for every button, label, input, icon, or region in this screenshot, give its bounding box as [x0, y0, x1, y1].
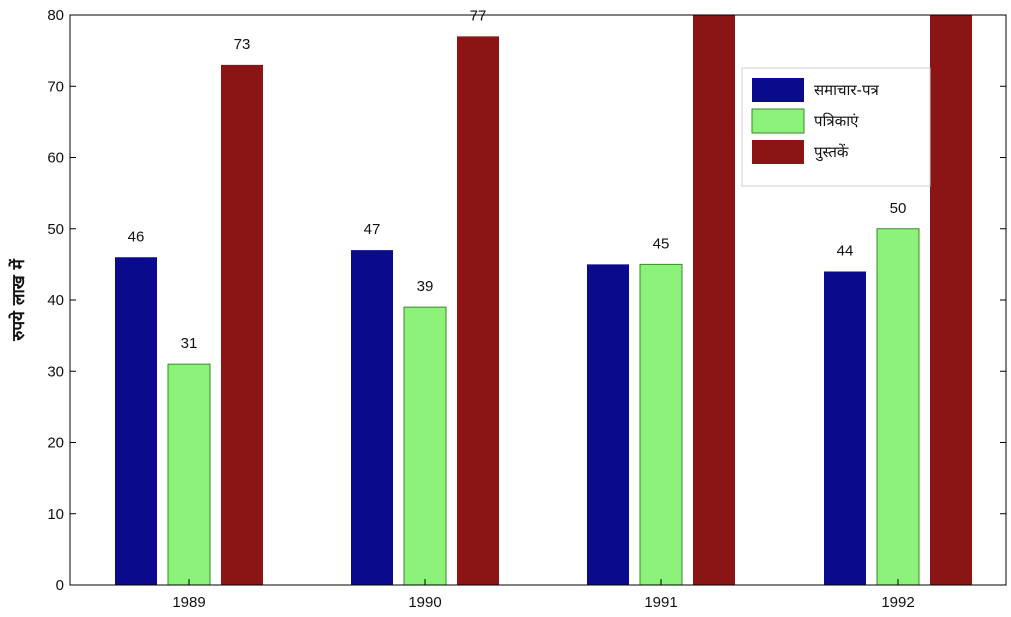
- bar-books-1989: [221, 64, 263, 585]
- y-tick-label: 0: [56, 577, 64, 594]
- bar-newspapers-1990: [351, 250, 393, 585]
- bar-magazines-1989: [167, 363, 211, 586]
- data-label-magazines-1990: 39: [417, 278, 434, 295]
- data-label-newspapers-1989: 46: [128, 228, 145, 245]
- bar-magazines-1990: [403, 306, 447, 586]
- legend-swatch-newspapers: [752, 78, 804, 102]
- legend-label-magazines: पत्रिकाएं: [814, 112, 859, 130]
- x-tick-label: 1989: [172, 594, 205, 611]
- y-tick-label: 50: [47, 221, 64, 238]
- y-tick-label: 20: [47, 435, 64, 452]
- y-tick-label: 30: [47, 363, 64, 380]
- y-tick-label: 70: [47, 78, 64, 95]
- legend-swatch-magazines: [751, 108, 805, 134]
- bar-magazines-1992: [876, 228, 920, 586]
- y-tick-label: 60: [47, 150, 64, 167]
- legend-label-newspapers: समाचार-पत्र: [814, 81, 879, 99]
- bar-newspapers-1989: [115, 257, 157, 585]
- x-tick-label: 1991: [644, 594, 677, 611]
- legend-label-books: पुस्तकें: [814, 143, 849, 162]
- x-tick-label: 1990: [408, 594, 441, 611]
- bars-layer: [115, 15, 972, 586]
- plot-border: [69, 14, 1007, 586]
- bar-books-1992: [930, 15, 972, 585]
- data-label-books-1989: 73: [234, 36, 251, 53]
- x-tick-label: 1992: [881, 594, 914, 611]
- data-labels: 46 47 44 31 39 45 50 73 77: [128, 7, 907, 352]
- data-label-magazines-1992: 50: [890, 200, 907, 217]
- bar-books-1990: [457, 36, 499, 585]
- data-label-books-1990: 77: [470, 7, 487, 24]
- bar-magazines-1991: [639, 263, 683, 586]
- data-label-newspapers-1990: 47: [364, 221, 381, 238]
- bar-newspapers-1992: [824, 271, 866, 585]
- bar-newspapers-1991: [587, 264, 629, 585]
- y-axis-label: रुपये लाख में: [8, 258, 29, 342]
- y-tick-label: 10: [47, 506, 64, 523]
- x-axis: 1989 1990 1991 1992: [172, 579, 915, 611]
- legend-swatch-books: [752, 140, 804, 164]
- legend: समाचार-पत्र पत्रिकाएं पुस्तकें: [741, 67, 931, 187]
- bar-books-1991: [693, 15, 735, 585]
- data-label-newspapers-1992: 44: [837, 243, 854, 260]
- data-label-magazines-1991: 45: [653, 235, 670, 252]
- y-tick-label: 80: [47, 7, 64, 24]
- y-tick-label: 40: [47, 292, 64, 309]
- data-label-magazines-1989: 31: [181, 335, 198, 352]
